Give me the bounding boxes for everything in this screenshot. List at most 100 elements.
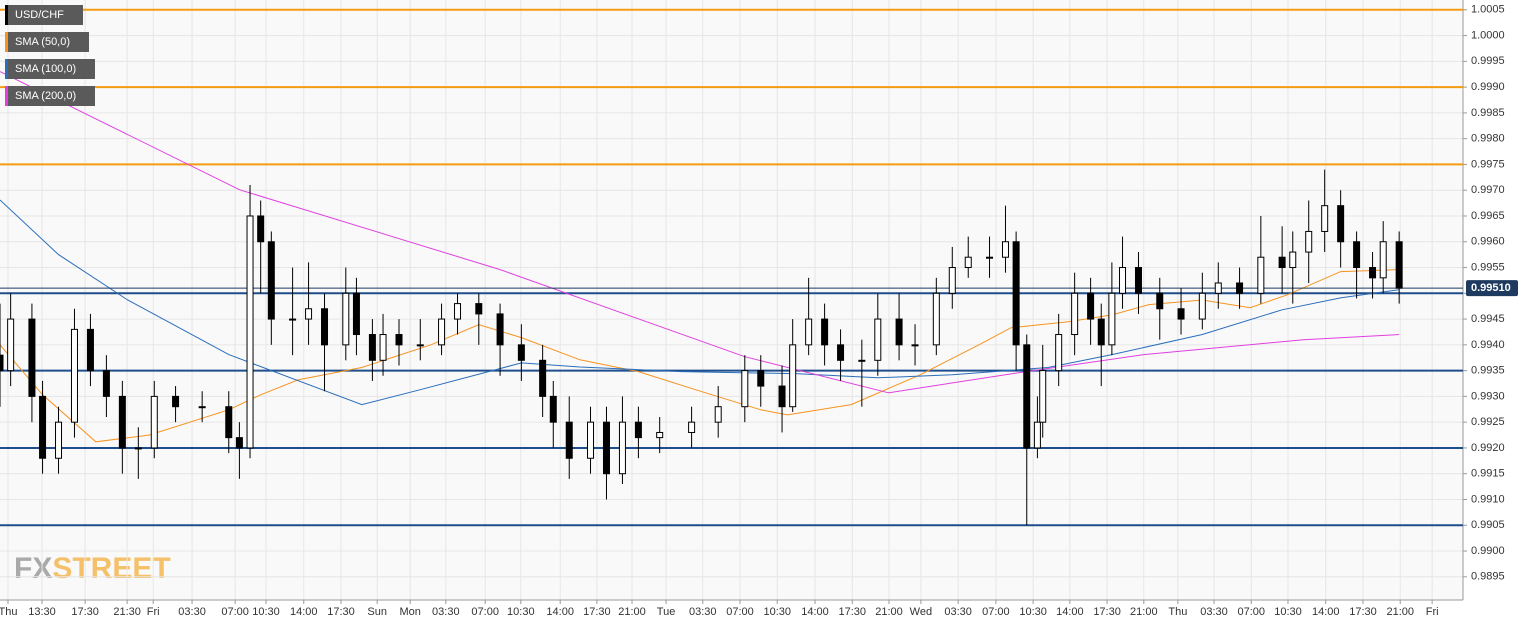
candle-body — [454, 303, 462, 320]
y-tick-label: 0.9940 — [1471, 339, 1505, 351]
candle-body — [1369, 267, 1377, 279]
candle-body — [517, 344, 525, 361]
candle-body — [932, 292, 940, 346]
candle-body — [656, 431, 664, 439]
candle-body — [1278, 256, 1286, 269]
legend-label: SMA (100,0) — [15, 63, 76, 75]
y-tick-label: 0.9970 — [1471, 184, 1505, 196]
last-price-label: 0.99510 — [1471, 282, 1511, 294]
y-tick-label: 0.9955 — [1471, 261, 1505, 273]
candle-body — [496, 313, 504, 346]
x-tick-label: Wed — [910, 606, 932, 618]
x-tick-label: 21:00 — [1130, 606, 1158, 618]
x-tick-label: 17:30 — [71, 606, 99, 618]
candle-body — [986, 256, 994, 259]
candle-body — [305, 308, 313, 320]
candle-body — [342, 292, 350, 346]
y-tick-label: 0.9930 — [1471, 390, 1505, 402]
x-tick-label: 07:00 — [471, 606, 499, 618]
candle-body — [1119, 267, 1127, 294]
candle-body — [1108, 292, 1116, 346]
candle-body — [539, 359, 547, 397]
legend-swatch — [5, 32, 8, 52]
x-tick-label: 07:00 — [221, 606, 249, 618]
x-tick-label: 21:00 — [618, 606, 646, 618]
x-tick-label: Fri — [147, 606, 160, 618]
y-tick-label: 0.9905 — [1471, 519, 1505, 531]
candle-body — [1033, 421, 1041, 449]
x-tick-label: 17:30 — [838, 606, 866, 618]
x-tick-label: 10:30 — [507, 606, 535, 618]
y-tick-label: 0.9895 — [1471, 571, 1505, 583]
candle-body — [1305, 230, 1313, 253]
x-tick-label: Mon — [399, 606, 420, 618]
candle-body — [39, 395, 47, 459]
candle-body — [1055, 334, 1063, 372]
y-tick-label: 0.9945 — [1471, 313, 1505, 325]
plot-area — [0, 0, 1463, 600]
x-tick-label: 21:30 — [113, 606, 141, 618]
candle-body — [1236, 282, 1244, 294]
legend-label: SMA (200,0) — [15, 90, 76, 102]
legend-box — [5, 32, 89, 52]
x-tick-label: 07:00 — [1237, 606, 1265, 618]
y-tick-label: 0.9980 — [1471, 133, 1505, 145]
x-tick-label: 03:30 — [1200, 606, 1228, 618]
x-tick-label: 10:30 — [763, 606, 791, 618]
candle-body — [0, 354, 4, 372]
candle-body — [1289, 251, 1297, 269]
candle-body — [28, 318, 36, 397]
candle-body — [172, 395, 180, 408]
legend-label: USD/CHF — [15, 9, 64, 21]
x-tick-label: 03:30 — [178, 606, 206, 618]
candle-body — [1012, 241, 1020, 346]
candle-body — [321, 308, 329, 346]
y-tick-label: 0.9995 — [1471, 55, 1505, 67]
x-tick-label: 14:00 — [290, 606, 318, 618]
x-tick-label: 03:30 — [689, 606, 717, 618]
x-tick-label: 21:00 — [1386, 606, 1414, 618]
candle-body — [602, 421, 610, 475]
candle-body — [805, 318, 813, 346]
candle-body — [741, 370, 749, 408]
candle-body — [874, 318, 882, 361]
candle-body — [565, 421, 573, 459]
y-tick-label: 0.9960 — [1471, 236, 1505, 248]
legend-swatch — [5, 5, 8, 25]
x-tick-label: Thu — [0, 606, 17, 618]
y-tick-label: 1.0005 — [1471, 4, 1505, 16]
y-tick-label: 0.9925 — [1471, 416, 1505, 428]
candle-body — [634, 421, 642, 439]
last-price-box — [1466, 280, 1518, 297]
candle-body — [1395, 241, 1403, 289]
x-tick-label: 21:00 — [875, 606, 903, 618]
x-tick-label: 17:30 — [583, 606, 611, 618]
x-tick-label: 14:00 — [1312, 606, 1340, 618]
candle-body — [198, 406, 206, 409]
candle-body — [688, 421, 696, 433]
candle-body — [714, 406, 722, 423]
y-tick-label: 0.9900 — [1471, 545, 1505, 557]
candle-body — [821, 318, 829, 346]
x-tick-label: 14:00 — [801, 606, 829, 618]
candle-body — [7, 318, 15, 372]
y-tick-label: 0.9975 — [1471, 158, 1505, 170]
candle-body — [246, 215, 254, 449]
candle-body — [134, 447, 142, 450]
legend-swatch — [5, 86, 8, 106]
candle-body — [1214, 282, 1222, 294]
candle-body — [1177, 308, 1185, 320]
candle-body — [911, 344, 919, 347]
candle-body — [1321, 205, 1329, 232]
candle-body — [1379, 241, 1387, 279]
candle-body — [55, 421, 63, 459]
candle-body — [549, 395, 557, 423]
x-tick-label: 10:30 — [252, 606, 280, 618]
watermark-street: STREET — [52, 552, 170, 585]
y-tick-label: 0.9990 — [1471, 81, 1505, 93]
candle-body — [789, 344, 797, 408]
sma-line — [0, 71, 1400, 394]
candle-body — [86, 328, 94, 372]
x-tick-label: Sun — [367, 606, 387, 618]
x-tick-label: 17:30 — [1093, 606, 1121, 618]
